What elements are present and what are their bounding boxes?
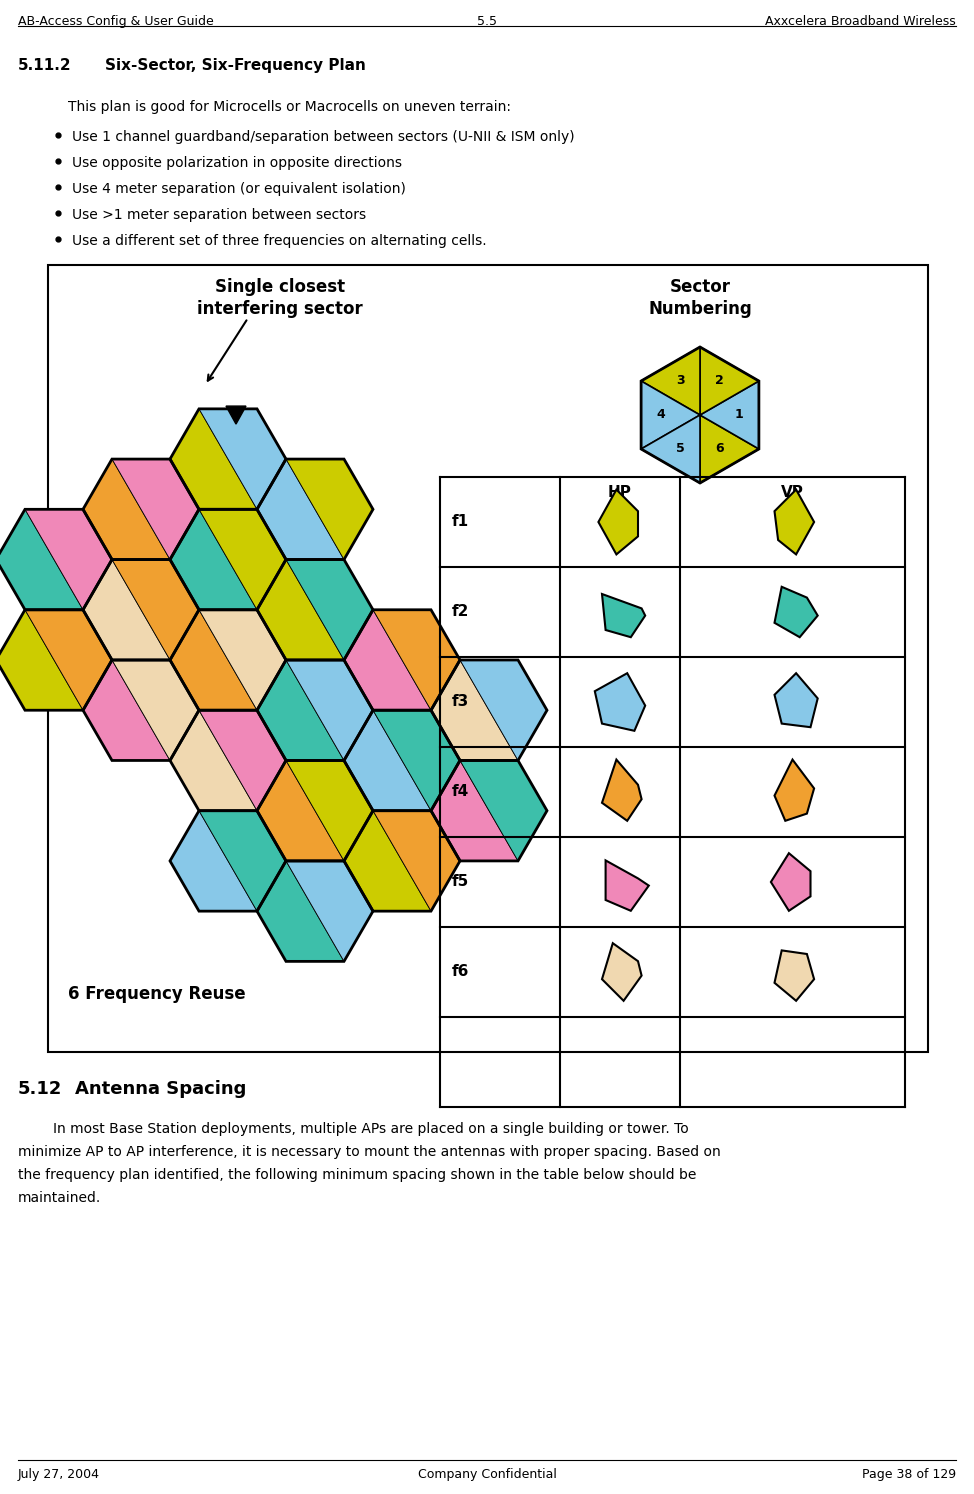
Text: minimize AP to AP interference, it is necessary to mount the antennas with prope: minimize AP to AP interference, it is ne… [18, 1144, 721, 1159]
Polygon shape [774, 950, 814, 1001]
Text: the frequency plan identified, the following minimum spacing shown in the table : the frequency plan identified, the follo… [18, 1168, 696, 1182]
Polygon shape [112, 459, 199, 560]
Polygon shape [83, 660, 170, 760]
Text: Single closest: Single closest [215, 278, 345, 296]
Text: 6: 6 [715, 442, 724, 456]
Polygon shape [641, 381, 700, 450]
Polygon shape [595, 674, 645, 731]
Text: interfering sector: interfering sector [197, 300, 363, 318]
Text: AB-Access Config & User Guide: AB-Access Config & User Guide [18, 15, 213, 28]
Text: In most Base Station deployments, multiple APs are placed on a single building o: In most Base Station deployments, multip… [18, 1122, 689, 1135]
Polygon shape [774, 674, 818, 728]
Polygon shape [774, 759, 814, 820]
Polygon shape [257, 459, 344, 560]
Text: Use >1 meter separation between sectors: Use >1 meter separation between sectors [72, 208, 366, 223]
Polygon shape [170, 610, 257, 710]
Polygon shape [257, 560, 344, 660]
Polygon shape [344, 710, 431, 811]
Text: Use opposite polarization in opposite directions: Use opposite polarization in opposite di… [72, 155, 402, 170]
Text: HP: HP [608, 486, 632, 500]
Polygon shape [0, 509, 83, 610]
Polygon shape [112, 560, 199, 660]
Text: Antenna Spacing: Antenna Spacing [75, 1080, 246, 1098]
Polygon shape [460, 660, 547, 760]
Text: Sector: Sector [669, 278, 730, 296]
Polygon shape [774, 587, 818, 638]
Polygon shape [0, 610, 83, 710]
Polygon shape [83, 459, 170, 560]
Polygon shape [286, 660, 373, 760]
Polygon shape [83, 560, 170, 660]
Text: 4: 4 [656, 408, 665, 421]
Text: f4: f4 [451, 784, 468, 799]
Polygon shape [257, 660, 344, 760]
Text: maintained.: maintained. [18, 1191, 101, 1206]
Text: Six-Sector, Six-Frequency Plan: Six-Sector, Six-Frequency Plan [105, 58, 366, 73]
Text: Numbering: Numbering [648, 300, 752, 318]
Text: f1: f1 [451, 514, 468, 529]
Text: 1: 1 [735, 408, 743, 421]
Polygon shape [700, 347, 759, 415]
Text: 3: 3 [676, 375, 685, 387]
Polygon shape [199, 710, 286, 811]
Polygon shape [257, 760, 344, 861]
Text: 5.12: 5.12 [18, 1080, 62, 1098]
Polygon shape [344, 610, 431, 710]
Text: 2: 2 [715, 375, 724, 387]
Polygon shape [25, 509, 112, 610]
Polygon shape [602, 759, 642, 820]
Polygon shape [286, 861, 373, 961]
Polygon shape [257, 861, 344, 961]
Text: 5.11.2: 5.11.2 [18, 58, 72, 73]
Polygon shape [373, 811, 460, 911]
Text: July 27, 2004: July 27, 2004 [18, 1469, 100, 1481]
Text: This plan is good for Microcells or Macrocells on uneven terrain:: This plan is good for Microcells or Macr… [68, 100, 511, 114]
Text: Use a different set of three frequencies on alternating cells.: Use a different set of three frequencies… [72, 235, 487, 248]
Polygon shape [344, 811, 431, 911]
Text: 5.5: 5.5 [477, 15, 497, 28]
Polygon shape [25, 610, 112, 710]
Polygon shape [373, 710, 460, 811]
Polygon shape [700, 415, 759, 483]
Polygon shape [199, 409, 286, 509]
Text: f6: f6 [451, 965, 468, 980]
Text: Use 1 channel guardband/separation between sectors (U-NII & ISM only): Use 1 channel guardband/separation betwe… [72, 130, 575, 143]
Polygon shape [170, 409, 257, 509]
Text: Company Confidential: Company Confidential [418, 1469, 556, 1481]
Polygon shape [199, 811, 286, 911]
Text: 6 Frequency Reuse: 6 Frequency Reuse [68, 985, 245, 1002]
Polygon shape [431, 760, 518, 861]
Text: VP: VP [781, 486, 804, 500]
Polygon shape [770, 853, 810, 911]
Text: Use 4 meter separation (or equivalent isolation): Use 4 meter separation (or equivalent is… [72, 182, 406, 196]
Polygon shape [602, 595, 645, 638]
Text: f3: f3 [451, 695, 468, 710]
Polygon shape [598, 490, 638, 554]
Polygon shape [170, 509, 257, 610]
Polygon shape [286, 760, 373, 861]
Polygon shape [774, 490, 814, 554]
Polygon shape [286, 560, 373, 660]
Polygon shape [170, 710, 257, 811]
Polygon shape [170, 811, 257, 911]
Polygon shape [602, 943, 642, 1001]
Polygon shape [460, 760, 547, 861]
Polygon shape [431, 660, 518, 760]
Bar [48, 264, 928, 1052]
Text: Page 38 of 129: Page 38 of 129 [862, 1469, 956, 1481]
Polygon shape [226, 406, 246, 424]
Text: f2: f2 [451, 605, 468, 620]
Polygon shape [286, 459, 373, 560]
Polygon shape [641, 415, 700, 483]
Polygon shape [373, 610, 460, 710]
Polygon shape [199, 610, 286, 710]
Polygon shape [112, 660, 199, 760]
Text: Axxcelera Broadband Wireless: Axxcelera Broadband Wireless [766, 15, 956, 28]
Polygon shape [606, 861, 649, 911]
Text: f5: f5 [451, 874, 468, 889]
Text: 5: 5 [676, 442, 685, 456]
Polygon shape [199, 509, 286, 610]
Polygon shape [641, 347, 700, 415]
Polygon shape [700, 381, 759, 450]
